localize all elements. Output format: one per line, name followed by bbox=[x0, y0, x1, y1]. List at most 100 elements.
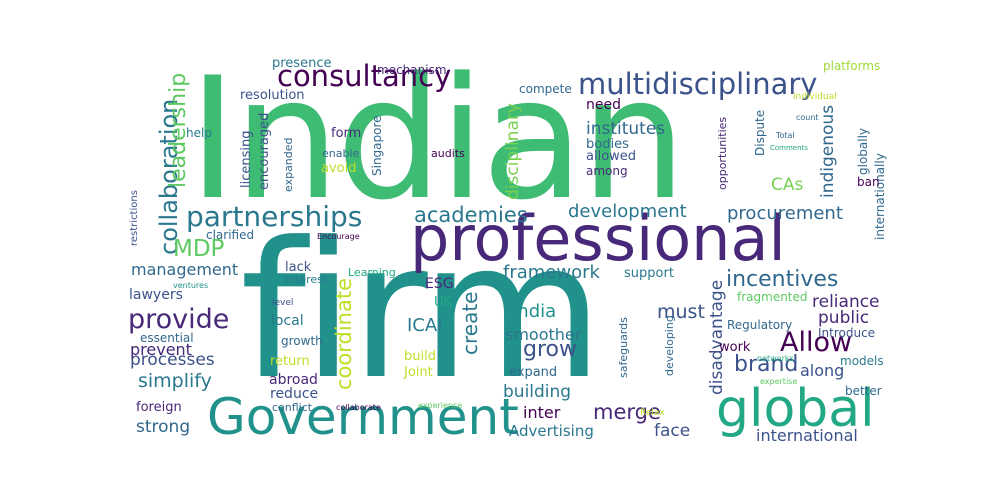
word: processes bbox=[130, 350, 215, 370]
word: firm bbox=[240, 202, 604, 421]
word: Indian bbox=[188, 41, 687, 237]
word: CAs bbox=[771, 175, 804, 195]
word: fragmented bbox=[737, 290, 808, 304]
word: management bbox=[131, 260, 239, 279]
word: global bbox=[716, 379, 875, 439]
word: platforms bbox=[823, 59, 881, 73]
word: international bbox=[756, 426, 858, 445]
word: Government bbox=[207, 388, 519, 446]
word: expand bbox=[509, 365, 558, 380]
word: Advertising bbox=[509, 422, 594, 440]
word: professional bbox=[410, 202, 786, 275]
word: prevent bbox=[130, 340, 192, 359]
word: public bbox=[818, 308, 870, 328]
word: institutes bbox=[586, 119, 666, 139]
word: better bbox=[845, 384, 882, 398]
word: collaborate bbox=[336, 403, 381, 412]
word: bodies bbox=[586, 137, 629, 152]
word: form bbox=[331, 126, 362, 141]
word: consultancy bbox=[277, 59, 452, 93]
word: ESG bbox=[425, 276, 454, 292]
word: globally bbox=[856, 127, 870, 175]
word: support bbox=[624, 266, 674, 281]
word: lawyers bbox=[129, 287, 183, 303]
word: Encourage bbox=[317, 232, 360, 241]
word: development bbox=[568, 201, 687, 222]
word: Regulatory bbox=[727, 318, 793, 332]
word: UK bbox=[434, 295, 453, 310]
word: restrictions bbox=[129, 190, 140, 246]
word: help bbox=[186, 126, 212, 140]
word: smoother bbox=[505, 325, 582, 344]
word: grow bbox=[523, 337, 577, 362]
word: local bbox=[271, 313, 304, 329]
word: academies bbox=[414, 203, 528, 227]
word: interest bbox=[285, 273, 328, 286]
word: lack bbox=[285, 260, 312, 275]
word: Total bbox=[776, 131, 795, 140]
word: Comments bbox=[770, 144, 808, 152]
word: inter bbox=[523, 403, 561, 422]
word: internationally bbox=[873, 153, 887, 240]
word: Joint bbox=[404, 365, 433, 380]
word: Learning bbox=[348, 266, 396, 279]
word: compete bbox=[519, 82, 572, 96]
word: return bbox=[270, 354, 310, 369]
word: mechanism bbox=[377, 63, 447, 77]
word: Allow bbox=[780, 327, 853, 358]
word: reduce bbox=[270, 386, 319, 402]
word: opportunities bbox=[716, 116, 729, 190]
word: presence bbox=[272, 56, 332, 71]
word: foreign bbox=[136, 400, 182, 415]
word: allowed bbox=[586, 149, 637, 164]
word: building bbox=[503, 382, 572, 402]
word: create bbox=[458, 291, 482, 356]
word: Dispute bbox=[753, 109, 767, 156]
word: developing bbox=[663, 315, 676, 376]
word: disadvantage bbox=[707, 279, 727, 395]
word: expanded bbox=[282, 137, 295, 192]
word: ICAI bbox=[407, 315, 443, 336]
word: growth bbox=[281, 334, 323, 348]
word: build bbox=[404, 349, 436, 364]
word: provide bbox=[128, 304, 230, 335]
word: enable bbox=[322, 147, 360, 160]
word: expertise bbox=[760, 377, 798, 386]
word: conflict bbox=[272, 401, 313, 414]
word: clarified bbox=[206, 228, 255, 242]
word: networks bbox=[757, 354, 794, 363]
word: indigenous bbox=[818, 104, 838, 198]
word: coordinate bbox=[332, 277, 356, 390]
word: Singapore bbox=[370, 115, 384, 176]
word: avoid bbox=[321, 161, 357, 176]
word: work bbox=[719, 340, 751, 355]
word: brand bbox=[734, 352, 799, 377]
word: need bbox=[586, 97, 621, 113]
word: count bbox=[796, 113, 819, 122]
word: merge bbox=[593, 400, 661, 424]
word: procurement bbox=[727, 203, 843, 224]
word: India bbox=[512, 301, 557, 322]
word: licensing bbox=[239, 130, 254, 188]
word: Introduce bbox=[818, 326, 876, 340]
word: must bbox=[657, 301, 705, 323]
word: abroad bbox=[269, 372, 318, 388]
word: safeguards bbox=[617, 317, 630, 378]
word: multidisciplinary bbox=[578, 67, 818, 101]
word: encouraged bbox=[257, 112, 272, 190]
word: MDP bbox=[173, 236, 225, 262]
word: models bbox=[840, 354, 884, 368]
word: Relax bbox=[640, 408, 665, 418]
word: ventures bbox=[173, 281, 209, 290]
word: ban bbox=[857, 175, 880, 189]
word: simplify bbox=[138, 370, 212, 392]
word: experience bbox=[418, 401, 463, 410]
word: audits bbox=[431, 147, 465, 160]
word: framework bbox=[503, 262, 600, 283]
word: reliance bbox=[812, 292, 880, 312]
word: disciplinary bbox=[503, 103, 523, 200]
word: partnerships bbox=[186, 200, 363, 233]
word: resolution bbox=[240, 88, 305, 103]
word: among bbox=[586, 164, 628, 178]
